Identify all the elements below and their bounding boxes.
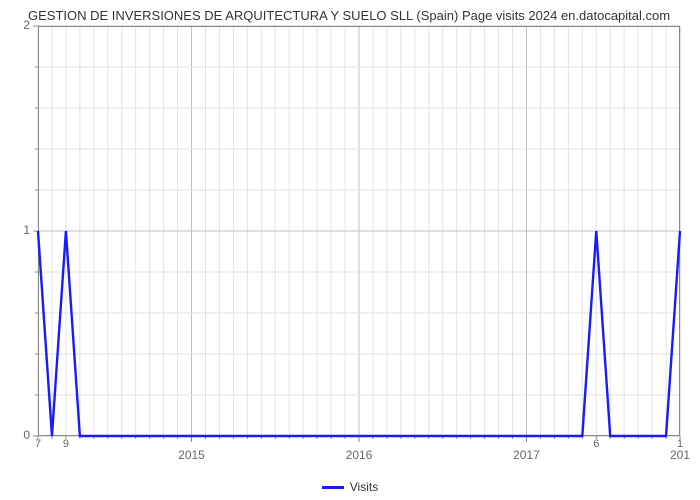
y-tick-label: 2 (10, 18, 30, 32)
y-tick-label: 0 (10, 428, 30, 442)
x-tick-label: 201 (670, 448, 690, 462)
y-tick-label: 1 (10, 223, 30, 237)
data-point-label: 6 (593, 438, 599, 450)
x-tick-label: 2017 (513, 448, 540, 462)
chart-svg (38, 26, 680, 436)
data-point-label: 9 (63, 438, 69, 450)
chart-legend: Visits (0, 480, 700, 494)
x-tick-label: 2016 (346, 448, 373, 462)
chart-title: GESTION DE INVERSIONES DE ARQUITECTURA Y… (28, 8, 670, 23)
chart-plot-area (38, 26, 680, 436)
data-point-label: 7 (35, 438, 41, 450)
legend-swatch (322, 486, 344, 489)
x-tick-label: 2015 (178, 448, 205, 462)
chart-container: GESTION DE INVERSIONES DE ARQUITECTURA Y… (0, 0, 700, 500)
legend-label: Visits (350, 480, 378, 494)
